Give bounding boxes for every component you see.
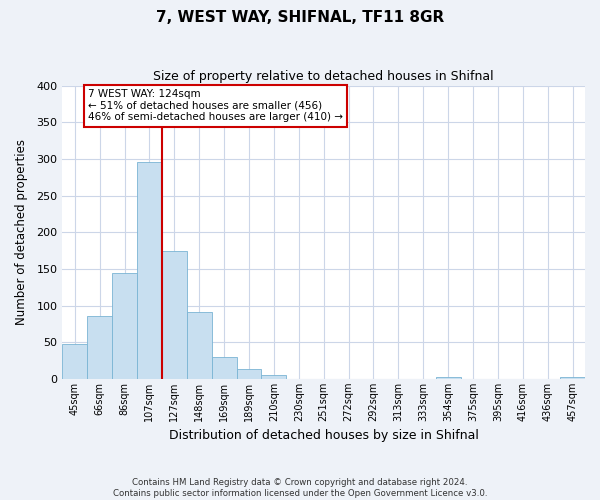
Bar (112, 274, 137, 379)
Text: 7, WEST WAY, SHIFNAL, TF11 8GR: 7, WEST WAY, SHIFNAL, TF11 8GR (156, 10, 444, 25)
Text: Contains HM Land Registry data © Crown copyright and database right 2024.
Contai: Contains HM Land Registry data © Crown c… (113, 478, 487, 498)
Text: 7 WEST WAY: 124sqm
← 51% of detached houses are smaller (456)
46% of semi-detach: 7 WEST WAY: 124sqm ← 51% of detached hou… (88, 89, 343, 122)
Title: Size of property relative to detached houses in Shifnal: Size of property relative to detached ho… (154, 70, 494, 83)
Bar (137, 162, 162, 379)
Bar (236, 368, 262, 379)
Y-axis label: Number of detached properties: Number of detached properties (15, 139, 28, 325)
Bar (262, 375, 286, 379)
Bar (212, 357, 236, 379)
Bar (87, 316, 112, 379)
Bar (162, 252, 187, 379)
Bar (62, 344, 87, 379)
Bar (560, 378, 585, 379)
Bar (436, 378, 461, 379)
X-axis label: Distribution of detached houses by size in Shifnal: Distribution of detached houses by size … (169, 430, 479, 442)
Bar (187, 312, 212, 379)
